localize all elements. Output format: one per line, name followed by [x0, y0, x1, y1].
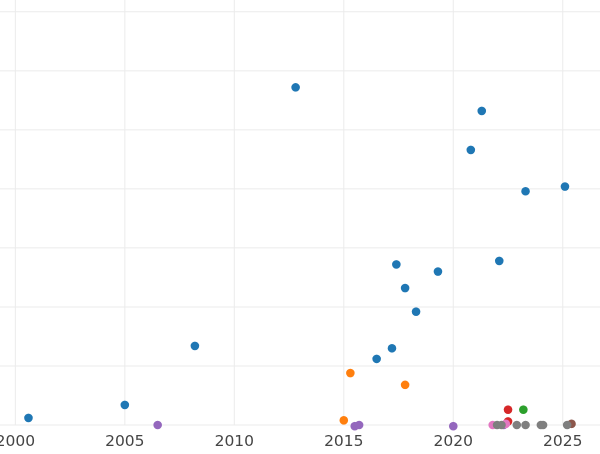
data-point: [291, 83, 300, 92]
data-point: [562, 420, 572, 430]
x-tick-label: 2005: [105, 432, 144, 450]
grid: [0, 0, 600, 426]
data-point: [503, 405, 513, 414]
data-point: [521, 420, 530, 430]
data-point: [497, 420, 506, 430]
data-point: [392, 260, 401, 269]
data-point: [512, 420, 522, 430]
data-point: [519, 405, 528, 414]
x-tick-label: 2020: [434, 432, 473, 450]
data-point: [466, 145, 476, 155]
data-point: [190, 341, 200, 351]
x-tick-label: 2010: [215, 432, 254, 450]
x-tick-label: 2025: [543, 432, 582, 450]
data-point: [354, 420, 364, 430]
data-point: [411, 307, 421, 316]
data-point: [24, 413, 33, 423]
data-point: [387, 343, 397, 353]
x-tick-label: 2000: [0, 432, 35, 450]
data-point: [494, 256, 504, 266]
data-point: [346, 368, 355, 378]
data-point: [400, 380, 410, 390]
data-point: [400, 283, 410, 293]
x-tick-label: 2015: [324, 432, 363, 450]
data-point: [372, 354, 381, 364]
x-axis-ticks: 2000 2005 2010 2015 2020 2025: [0, 432, 583, 450]
data-points: [24, 83, 576, 431]
data-point: [538, 420, 548, 430]
data-point: [433, 267, 443, 276]
data-point: [120, 400, 130, 410]
data-point: [448, 421, 458, 431]
data-point: [560, 182, 570, 191]
data-point: [521, 186, 530, 196]
data-point: [339, 415, 349, 425]
data-point: [153, 420, 162, 430]
data-point: [477, 106, 487, 116]
